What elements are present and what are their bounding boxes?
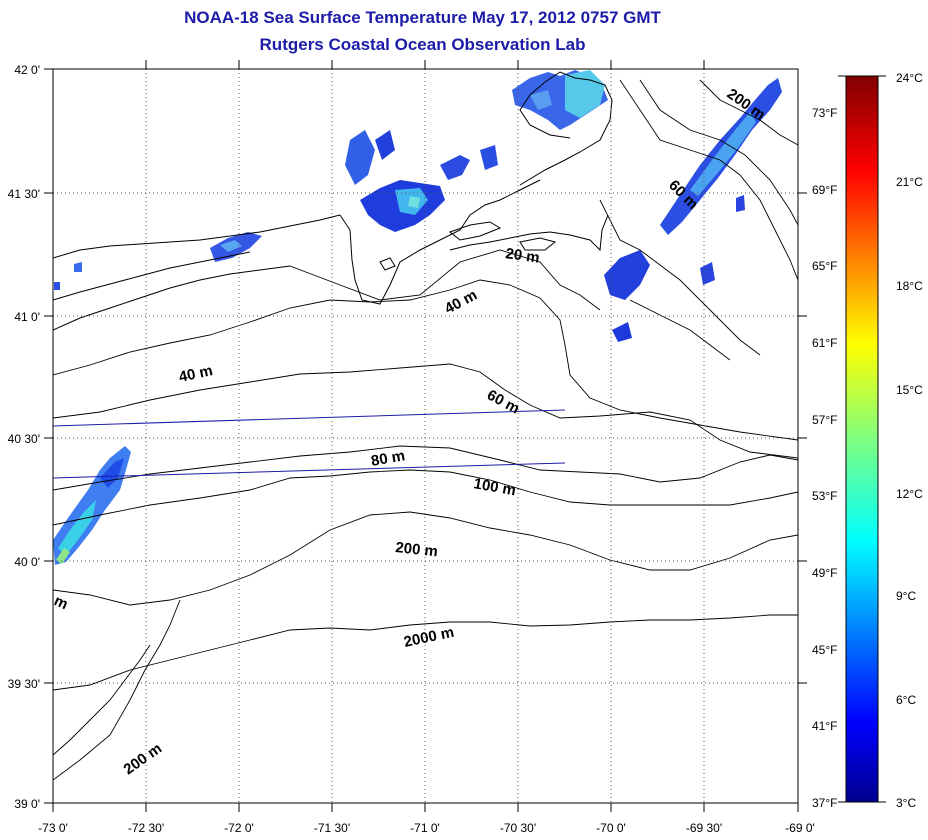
ma-bay-shore [519, 71, 576, 139]
lon-tick-labels: -73 0' -72 30' -72 0' -71 30' -71 0' -70… [38, 821, 815, 835]
depth-label-40m-east: 40 m [442, 286, 480, 317]
contour-2000m [53, 614, 798, 691]
cape-cod [519, 77, 613, 186]
graticule [53, 69, 798, 803]
lat-tick-labels: 42 0' 41 30' 41 0' 40 30' 40 0' 39 30' 3… [8, 63, 40, 811]
lon-tick-label: -71 0' [410, 821, 440, 835]
depth-label-2000m: 2000 m [402, 624, 455, 651]
lat-tick-label: 42 0' [14, 63, 40, 77]
depth-label-100m: 100 m [472, 475, 517, 499]
marthas-vineyard [448, 221, 502, 241]
fahrenheit-label: 53°F [812, 489, 837, 503]
fahrenheit-label: 41°F [812, 719, 837, 733]
celsius-label: 24°C [896, 71, 923, 85]
celsius-label: 6°C [896, 693, 916, 707]
lon-tick-label: -72 30' [128, 821, 164, 835]
celsius-label: 12°C [896, 487, 923, 501]
colorbar: 24°C 21°C 18°C 15°C 12°C 9°C 6°C 3°C 73°… [812, 71, 923, 810]
block-island [379, 257, 396, 271]
coastline [53, 71, 613, 331]
lon-tick-label: -69 0' [785, 821, 815, 835]
celsius-label: 9°C [896, 589, 916, 603]
map-subtitle: Rutgers Coastal Ocean Observation Lab [259, 35, 586, 54]
celsius-label: 3°C [896, 796, 916, 810]
contour-20m [289, 249, 601, 311]
fahrenheit-label: 61°F [812, 336, 837, 350]
lat-tick-label: 39 0' [14, 797, 40, 811]
celsius-label: 21°C [896, 175, 923, 189]
lon-tick-label: -71 30' [314, 821, 350, 835]
lat-tick-label: 39 30' [8, 677, 40, 691]
depth-label-partial: m [51, 592, 70, 613]
ma-south-coast [449, 214, 609, 252]
lat-tick-label: 40 30' [8, 432, 40, 446]
lon-tick-label: -70 0' [596, 821, 626, 835]
long-island-north-shore [53, 251, 251, 301]
colorbar-celsius-labels: 24°C 21°C 18°C 15°C 12°C 9°C 6°C 3°C [896, 71, 923, 810]
frame-ticks [44, 60, 807, 812]
contour-gulf-of-maine [619, 79, 798, 281]
depth-label-200m-sw: 200 m [121, 740, 166, 778]
contour-80m [53, 445, 798, 491]
depth-label-80m: 80 m [370, 447, 407, 470]
long-island-south-shore [53, 265, 291, 331]
depth-label-40m-west: 40 m [177, 362, 214, 386]
contour-200m-southwest [53, 599, 181, 781]
lon-tick-label: -69 30' [686, 821, 722, 835]
map-frame [52, 68, 799, 804]
fahrenheit-label: 57°F [812, 413, 837, 427]
lat-tick-label: 40 0' [14, 555, 40, 569]
contour-100m [53, 469, 798, 526]
celsius-label: 18°C [896, 279, 923, 293]
lon-tick-label: -70 30' [500, 821, 536, 835]
fahrenheit-label: 49°F [812, 566, 837, 580]
fahrenheit-label: 73°F [812, 106, 837, 120]
contour-200m [53, 511, 798, 606]
fahrenheit-label: 65°F [812, 259, 837, 273]
bathymetry-contours [53, 79, 798, 781]
nantucket [519, 237, 557, 251]
depth-label-60m: 60 m [484, 387, 522, 418]
contour-60m [53, 363, 798, 459]
colorbar-gradient [845, 75, 879, 803]
lon-tick-label: -72 0' [224, 821, 254, 835]
sst-patches [53, 70, 782, 565]
transect-line-north [53, 409, 566, 427]
contour-40m-west [53, 279, 798, 441]
fahrenheit-label: 45°F [812, 643, 837, 657]
transect-line-south [53, 462, 566, 479]
celsius-label: 15°C [896, 383, 923, 397]
ri-coast [339, 179, 541, 305]
map-title: NOAA-18 Sea Surface Temperature May 17, … [184, 8, 661, 27]
fahrenheit-label: 69°F [812, 183, 837, 197]
lat-tick-label: 41 30' [8, 187, 40, 201]
lat-tick-label: 41 0' [14, 310, 40, 324]
fahrenheit-label: 37°F [812, 796, 837, 810]
transect-lines [53, 409, 566, 479]
colorbar-fahrenheit-labels: 73°F 69°F 65°F 61°F 57°F 53°F 49°F 45°F … [812, 106, 837, 810]
depth-label-20m: 20 m [504, 245, 540, 267]
depth-label-200m: 200 m [395, 539, 439, 560]
lon-tick-label: -73 0' [38, 821, 68, 835]
ct-coast [53, 214, 341, 259]
